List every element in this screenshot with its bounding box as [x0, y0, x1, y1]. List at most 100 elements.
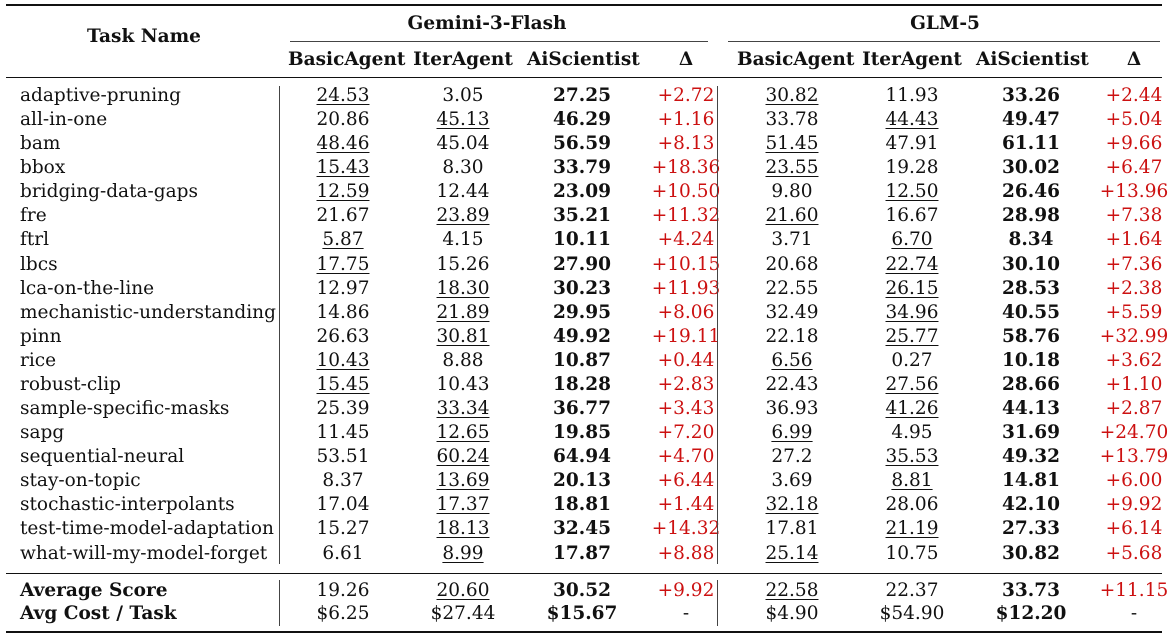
score-cell: 33.78 — [765, 109, 819, 131]
top-rule — [6, 4, 1162, 6]
score-cell: 17.81 — [765, 518, 819, 540]
score-cell: 8.81 — [891, 470, 933, 492]
delta-cell: +2.83 — [657, 373, 715, 395]
score-cell: 30.82 — [765, 85, 819, 106]
task-name-cell: sequential-neural — [20, 446, 185, 468]
delta-cell: +1.16 — [657, 109, 715, 131]
score-cell: 6.56 — [771, 349, 813, 371]
best-score-cell: 58.76 — [1002, 325, 1060, 347]
score-cell: 17.37 — [436, 494, 490, 516]
summary-rule — [6, 573, 1162, 574]
score-cell: 53.51 — [316, 446, 370, 468]
score-cell: 3.71 — [771, 229, 813, 251]
task-name-cell: adaptive-pruning — [20, 85, 181, 106]
group-rule-glm — [728, 41, 1160, 42]
delta-cell: +8.88 — [657, 542, 715, 564]
score-cell: 12.50 — [885, 181, 939, 203]
best-score-cell: 18.81 — [553, 494, 611, 516]
score-cell: 33.34 — [436, 398, 490, 420]
score-cell: 45.13 — [436, 109, 490, 131]
best-score-cell: 18.28 — [553, 373, 611, 395]
divider-groups — [717, 86, 718, 564]
score-cell: 30.81 — [436, 325, 490, 347]
bottom-rule — [6, 631, 1162, 633]
delta-cell: +3.62 — [1105, 349, 1163, 371]
best-score-cell: 46.29 — [553, 109, 611, 131]
delta-cell: +0.44 — [657, 349, 715, 371]
best-score-cell: 23.09 — [553, 181, 611, 203]
task-name-cell: mechanistic-understanding — [20, 301, 276, 323]
score-cell: $4.90 — [765, 603, 819, 624]
task-name-cell: ftrl — [20, 229, 50, 251]
score-cell: 45.04 — [436, 133, 490, 155]
best-score-cell: 61.11 — [1002, 133, 1060, 155]
score-cell: 19.26 — [316, 580, 370, 601]
score-cell: 21.89 — [436, 301, 490, 323]
score-cell: 48.46 — [316, 133, 370, 155]
score-cell: 26.63 — [316, 325, 370, 347]
score-cell: 34.96 — [885, 301, 939, 323]
score-cell: 10.43 — [316, 349, 370, 371]
score-cell: $27.44 — [430, 603, 496, 624]
best-score-cell: $15.67 — [546, 603, 618, 624]
score-cell: 8.30 — [442, 157, 484, 179]
score-cell: 24.53 — [316, 85, 370, 106]
score-cell: 6.61 — [322, 542, 364, 564]
score-cell: 10.43 — [436, 373, 490, 395]
score-cell: 47.91 — [885, 133, 939, 155]
delta-cell: +2.44 — [1105, 85, 1163, 106]
delta-cell: +14.32 — [651, 518, 721, 540]
task-name-cell: stochastic-interpolants — [20, 494, 235, 516]
subcol-header: BasicAgent — [288, 49, 406, 70]
score-cell: 12.97 — [316, 277, 370, 299]
score-cell: 22.37 — [885, 580, 939, 601]
score-cell: 5.87 — [322, 229, 364, 251]
subcol-header: BasicAgent — [737, 49, 855, 70]
best-score-cell: 64.94 — [553, 446, 611, 468]
score-cell: 17.04 — [316, 494, 370, 516]
score-cell: 35.53 — [885, 446, 939, 468]
score-cell: 10.75 — [885, 542, 939, 564]
score-cell: 36.93 — [765, 398, 819, 420]
delta-cell: +5.04 — [1105, 109, 1163, 131]
best-score-cell: 10.11 — [553, 229, 611, 251]
delta-cell: - — [1130, 603, 1138, 624]
best-score-cell: 40.55 — [1002, 301, 1060, 323]
score-cell: 9.80 — [771, 181, 813, 203]
score-cell: 8.99 — [442, 542, 484, 564]
divider-task — [279, 86, 280, 564]
score-cell: 4.95 — [891, 422, 933, 444]
best-score-cell: 30.52 — [553, 580, 611, 601]
delta-cell: +32.99 — [1099, 325, 1169, 347]
best-score-cell: 17.87 — [553, 542, 611, 564]
subcol-header: AiScientist — [527, 49, 640, 70]
best-score-cell: 30.82 — [1002, 542, 1060, 564]
delta-cell: +1.44 — [657, 494, 715, 516]
subcol-header: AiScientist — [976, 49, 1089, 70]
delta-cell: +1.64 — [1105, 229, 1163, 251]
delta-cell: - — [682, 603, 690, 624]
delta-cell: +7.36 — [1105, 253, 1163, 275]
delta-cell: +6.44 — [657, 470, 715, 492]
best-score-cell: 14.81 — [1002, 470, 1060, 492]
score-cell: 22.18 — [765, 325, 819, 347]
score-cell: 12.59 — [316, 181, 370, 203]
score-cell: 27.56 — [885, 373, 939, 395]
delta-cell: +11.93 — [651, 277, 721, 299]
subcol-header: IterAgent — [862, 49, 962, 70]
best-score-cell: 20.13 — [553, 470, 611, 492]
group-header-gemini: Gemini-3-Flash — [407, 13, 567, 34]
task-name-cell: sapg — [20, 422, 65, 444]
delta-cell: +4.24 — [657, 229, 715, 251]
score-cell: 3.69 — [771, 470, 813, 492]
task-name-cell: bam — [20, 133, 61, 155]
delta-cell: +8.13 — [657, 133, 715, 155]
score-cell: 21.67 — [316, 205, 370, 227]
best-score-cell: 27.33 — [1002, 518, 1060, 540]
score-cell: 8.37 — [322, 470, 364, 492]
score-cell: 12.65 — [436, 422, 490, 444]
delta-cell: +7.38 — [1105, 205, 1163, 227]
delta-cell: +4.70 — [657, 446, 715, 468]
delta-cell: +3.43 — [657, 398, 715, 420]
